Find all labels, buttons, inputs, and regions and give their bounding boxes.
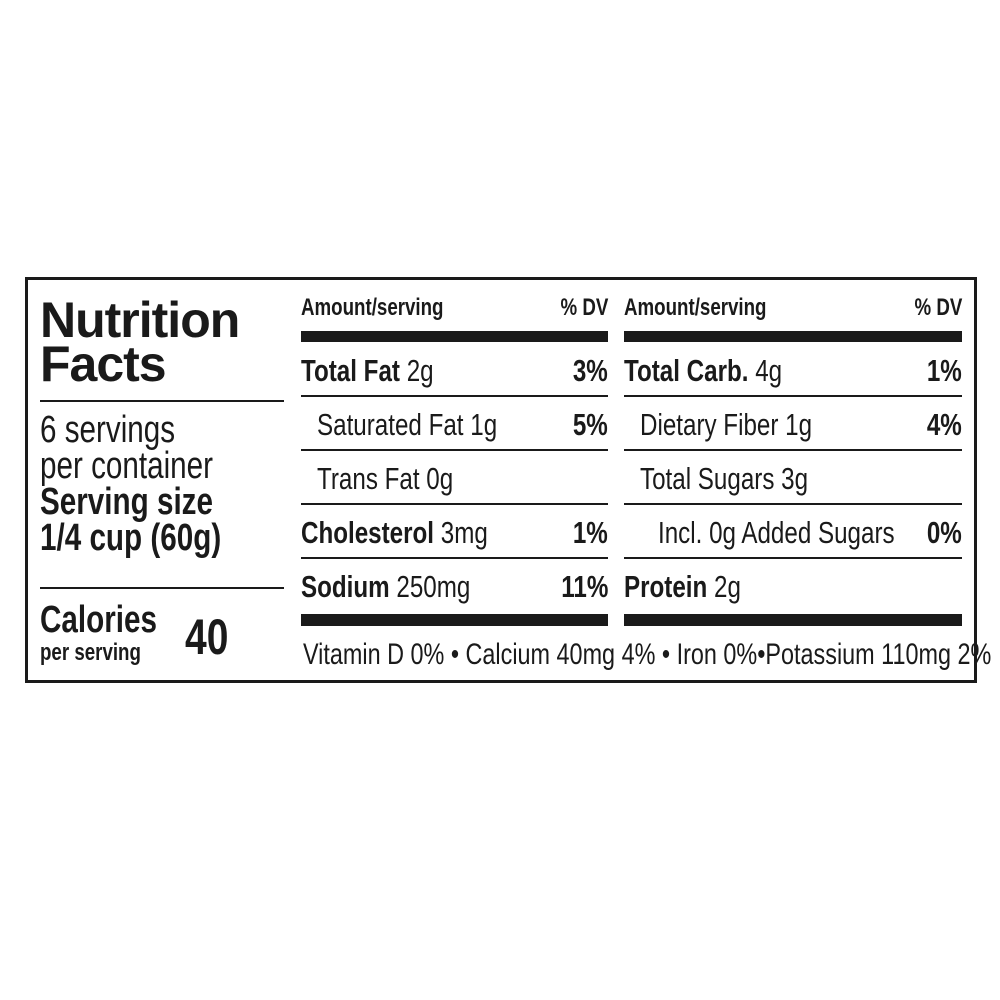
row-divider xyxy=(624,503,962,505)
serving-size-value: 1/4 cup (60g) xyxy=(40,517,222,559)
nutrient-dv: 5% xyxy=(573,407,608,442)
table-header: Amount/serving % DV xyxy=(301,294,608,322)
calories-label: Calories xyxy=(40,599,157,641)
nutrient-row: Sodium 250mg 11% xyxy=(301,560,608,614)
nutrient-dv: 1% xyxy=(573,515,608,550)
calories-value: 40 xyxy=(185,609,229,665)
nutrient-dv: 1% xyxy=(927,353,962,388)
nutrient-row: Cholesterol 3mg 1% xyxy=(301,506,608,560)
servings-count: 6 servings xyxy=(40,409,176,451)
nutrient-row: Total Fat 2g 3% xyxy=(301,344,608,398)
nutrient-amount: 250mg xyxy=(396,569,471,604)
header-amount: Amount/serving xyxy=(301,294,444,321)
title-line-1: Nutrition xyxy=(40,292,240,348)
nutrient-amount: 3g xyxy=(781,461,809,496)
nutrient-amount: 1g xyxy=(785,407,813,442)
nutrient-row: Protein 2g xyxy=(624,560,962,614)
nutrient-row: Total Sugars 3g xyxy=(624,452,962,506)
nutrient-name: Total Carb. xyxy=(624,353,749,388)
nutrient-row: Incl. 0g Added Sugars 0% xyxy=(624,506,962,560)
calories-per-serving-label: per serving xyxy=(40,639,141,666)
footer-text: Vitamin D 0% • Calcium 40mg 4% • Iron 0%… xyxy=(303,638,992,671)
header-dv: % DV xyxy=(560,294,608,321)
nutrient-dv: 4% xyxy=(927,407,962,442)
thick-divider xyxy=(301,331,608,342)
left-nutrient-table: Amount/serving % DV Total Fat 2g 3% Satur… xyxy=(301,280,608,680)
nutrient-amount: 3mg xyxy=(440,515,488,550)
nutrient-amount: 4g xyxy=(755,353,783,388)
table-header: Amount/serving % DV xyxy=(624,294,962,322)
nutrient-name: Saturated Fat xyxy=(317,407,464,442)
nutrient-amount: 0g xyxy=(426,461,454,496)
thick-divider xyxy=(301,614,608,626)
serving-size-label: Serving size xyxy=(40,481,213,523)
row-divider xyxy=(301,557,608,559)
header-amount: Amount/serving xyxy=(624,294,767,321)
row-divider xyxy=(301,503,608,505)
thick-divider xyxy=(624,614,962,626)
nutrient-name: Total Fat xyxy=(301,353,400,388)
nutrient-name: Incl. 0g Added Sugars xyxy=(658,515,895,550)
nutrient-name: Total Sugars xyxy=(640,461,775,496)
thick-divider xyxy=(624,331,962,342)
calories-block: Calories per serving 40 xyxy=(40,599,228,666)
nutrition-facts-panel: Nutrition Facts 6 servings per container… xyxy=(25,277,991,683)
row-divider xyxy=(624,395,962,397)
header-dv: % DV xyxy=(914,294,962,321)
row-divider xyxy=(301,449,608,451)
vitamins-minerals-footer: Vitamin D 0% • Calcium 40mg 4% • Iron 0%… xyxy=(303,638,1000,672)
divider xyxy=(40,400,284,402)
nutrient-amount: 1g xyxy=(470,407,498,442)
servings-info: 6 servings per container Serving size 1/… xyxy=(40,409,272,559)
nutrient-amount: 2g xyxy=(406,353,434,388)
nutrient-row: Dietary Fiber 1g 4% xyxy=(624,398,962,452)
row-divider xyxy=(624,557,962,559)
row-divider xyxy=(624,449,962,451)
nutrient-row: Trans Fat 0g xyxy=(301,452,608,506)
nutrient-amount: 2g xyxy=(714,569,741,604)
nutrient-row: Saturated Fat 1g 5% xyxy=(301,398,608,452)
nutrient-name: Sodium xyxy=(301,569,390,604)
panel-title: Nutrition Facts xyxy=(40,292,240,392)
nutrient-dv: 0% xyxy=(927,515,962,550)
nutrient-dv: 3% xyxy=(573,353,608,388)
nutrient-dv: 11% xyxy=(560,569,608,604)
nutrient-name: Trans Fat xyxy=(317,461,420,496)
title-line-2: Facts xyxy=(40,336,167,392)
nutrient-name: Protein xyxy=(624,569,708,604)
right-nutrient-table: Amount/serving % DV Total Carb. 4g 1% Die… xyxy=(624,280,962,680)
nutrient-row: Total Carb. 4g 1% xyxy=(624,344,962,398)
servings-per-container: per container xyxy=(40,445,214,487)
row-divider xyxy=(301,395,608,397)
divider xyxy=(40,587,284,589)
nutrient-name: Cholesterol xyxy=(301,515,435,550)
nutrient-name: Dietary Fiber xyxy=(640,407,779,442)
